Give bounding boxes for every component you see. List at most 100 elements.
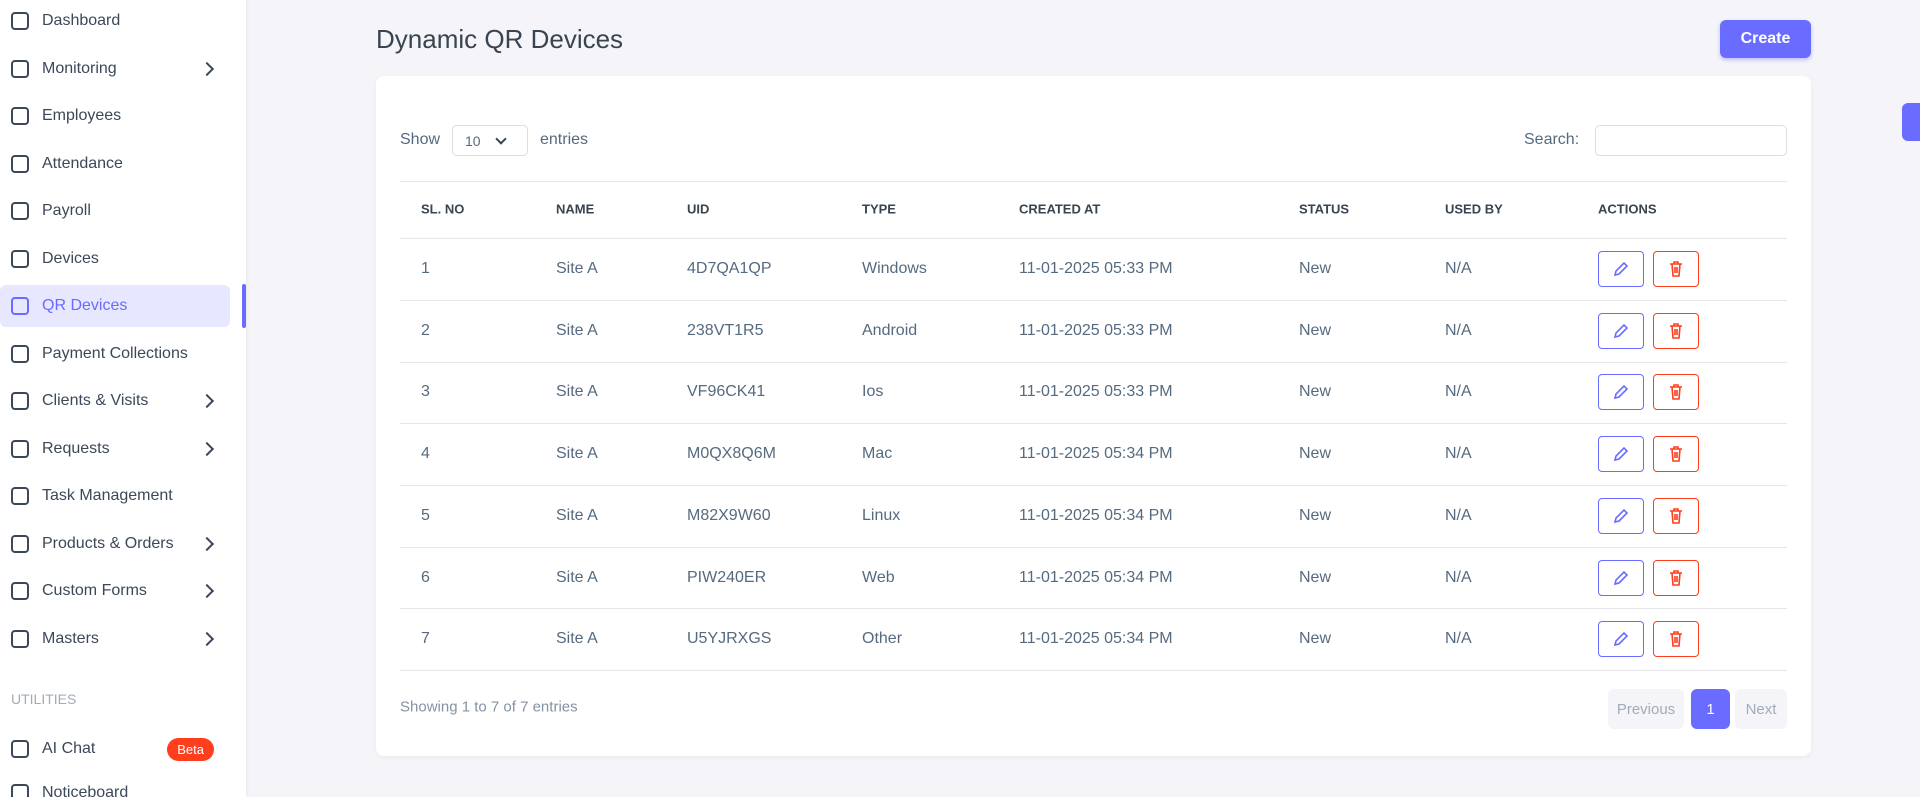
nav-label: Masters bbox=[42, 629, 99, 647]
table-cell: M82X9W60 bbox=[687, 506, 771, 524]
nav-icon bbox=[11, 107, 29, 125]
page-size: 10 bbox=[465, 133, 481, 149]
table-cell: N/A bbox=[1445, 568, 1472, 586]
nav-item[interactable]: Clients & Visits bbox=[0, 380, 230, 422]
nav-icon bbox=[11, 629, 29, 648]
nav-label: Task Management bbox=[42, 487, 173, 504]
table-cell: Site A bbox=[556, 321, 598, 339]
nav-item[interactable]: Payment Collections bbox=[0, 333, 230, 375]
search-input[interactable] bbox=[1595, 125, 1787, 156]
edit-button[interactable] bbox=[1598, 621, 1644, 658]
nav-item[interactable]: QR Devices bbox=[0, 285, 230, 327]
nav-item[interactable]: Requests bbox=[0, 428, 230, 470]
nav-icon bbox=[11, 784, 29, 797]
table-cell: 2 bbox=[421, 321, 430, 339]
delete-button[interactable] bbox=[1653, 374, 1699, 411]
column-header: SL. NO bbox=[421, 201, 465, 217]
next-button[interactable]: Next bbox=[1735, 689, 1787, 729]
table-cell: 238VT1R5 bbox=[687, 321, 764, 339]
create-button[interactable]: Create bbox=[1720, 20, 1811, 58]
table-cell: Site A bbox=[556, 506, 598, 524]
search-label: Search: bbox=[1524, 131, 1580, 148]
delete-button[interactable] bbox=[1653, 436, 1699, 473]
entries-label: entries bbox=[540, 131, 589, 148]
chevron bbox=[199, 61, 215, 76]
nav-item[interactable]: Payroll bbox=[0, 190, 230, 232]
nav-item[interactable]: Custom Forms bbox=[0, 570, 230, 612]
page-size-select[interactable]: 10 bbox=[452, 125, 528, 156]
delete-button[interactable] bbox=[1653, 312, 1699, 349]
row-border bbox=[400, 361, 1787, 363]
nav-label: Products & Orders bbox=[42, 534, 174, 552]
table-cell: New bbox=[1299, 568, 1332, 586]
table-cell: M0QX8Q6M bbox=[687, 445, 776, 463]
nav-label: Noticeboard bbox=[42, 784, 129, 797]
nav-icon bbox=[11, 59, 29, 78]
nav-icon bbox=[11, 487, 29, 505]
nav-item[interactable]: Monitoring bbox=[0, 48, 230, 90]
column-header: CREATED AT bbox=[1019, 201, 1101, 217]
table-card: Show 10 entries Search: Showing 1 to 7 o… bbox=[376, 76, 1811, 756]
delete-button[interactable] bbox=[1653, 621, 1699, 658]
header-border bbox=[400, 238, 1787, 239]
nav-item[interactable]: Dashboard bbox=[0, 0, 230, 42]
edit-button[interactable] bbox=[1598, 251, 1644, 287]
table-cell: Linux bbox=[862, 506, 901, 524]
settings-toggle[interactable] bbox=[1902, 103, 1920, 141]
edit-button[interactable] bbox=[1598, 436, 1644, 473]
nav-item[interactable]: AI Chat Beta bbox=[0, 728, 230, 770]
nav-item[interactable]: Employees bbox=[0, 95, 230, 137]
table-cell: New bbox=[1299, 321, 1332, 339]
chevron bbox=[199, 583, 215, 599]
nav-item[interactable]: Masters bbox=[0, 618, 230, 660]
table-cell: 11-01-2025 05:34 PM bbox=[1019, 630, 1173, 648]
column-header: USED BY bbox=[1445, 201, 1503, 217]
nav-item[interactable]: Noticeboard bbox=[0, 772, 230, 797]
table-cell: PIW240ER bbox=[687, 568, 767, 586]
delete-button[interactable] bbox=[1653, 497, 1699, 534]
nav-icon bbox=[11, 154, 29, 173]
edit-button[interactable] bbox=[1598, 497, 1644, 534]
section-label: UTILITIES bbox=[11, 691, 77, 707]
nav-icon bbox=[11, 534, 29, 553]
previous-button[interactable]: Previous bbox=[1608, 689, 1684, 729]
chevron bbox=[199, 536, 215, 551]
nav-icon bbox=[11, 297, 29, 315]
nav-icon bbox=[11, 392, 29, 410]
nav-label: Requests bbox=[42, 439, 110, 457]
row-border bbox=[400, 546, 1787, 548]
table-cell: N/A bbox=[1445, 630, 1472, 648]
nav-icon bbox=[11, 12, 29, 30]
table-cell: 11-01-2025 05:34 PM bbox=[1019, 445, 1173, 463]
edit-button[interactable] bbox=[1598, 312, 1644, 349]
table-border bbox=[400, 181, 1787, 182]
nav-label: Monitoring bbox=[42, 59, 117, 77]
nav-item[interactable]: Products & Orders bbox=[0, 523, 230, 565]
sidebar: UTILITIES Dashboard Monitoring Employees At… bbox=[0, 0, 246, 797]
badge: Beta bbox=[167, 737, 214, 761]
table-cell: New bbox=[1299, 445, 1332, 463]
row-border bbox=[400, 299, 1787, 301]
nav-label: QR Devices bbox=[42, 297, 128, 314]
edit-button[interactable] bbox=[1598, 559, 1644, 596]
nav-item[interactable]: Devices bbox=[0, 238, 230, 280]
table-cell: Android bbox=[862, 321, 918, 339]
table-cell: 11-01-2025 05:34 PM bbox=[1019, 506, 1173, 524]
table-cell: 11-01-2025 05:33 PM bbox=[1019, 321, 1173, 339]
table-cell: Site A bbox=[556, 260, 598, 277]
table-cell: 4D7QA1QP bbox=[687, 260, 772, 277]
nav-label: Devices bbox=[42, 249, 99, 267]
delete-button[interactable] bbox=[1653, 559, 1699, 596]
nav-item[interactable]: Attendance bbox=[0, 143, 230, 185]
page-button[interactable]: 1 bbox=[1691, 689, 1730, 729]
delete-button[interactable] bbox=[1653, 251, 1699, 287]
nav-label: Attendance bbox=[42, 154, 123, 172]
table-cell: U5YJRXGS bbox=[687, 630, 772, 648]
table-cell: Web bbox=[862, 568, 895, 586]
nav-label: Dashboard bbox=[42, 12, 121, 29]
column-header: TYPE bbox=[862, 201, 896, 217]
column-header: STATUS bbox=[1299, 201, 1350, 217]
table-cell: 5 bbox=[421, 506, 430, 524]
nav-item[interactable]: Task Management bbox=[0, 475, 230, 517]
edit-button[interactable] bbox=[1598, 374, 1644, 411]
